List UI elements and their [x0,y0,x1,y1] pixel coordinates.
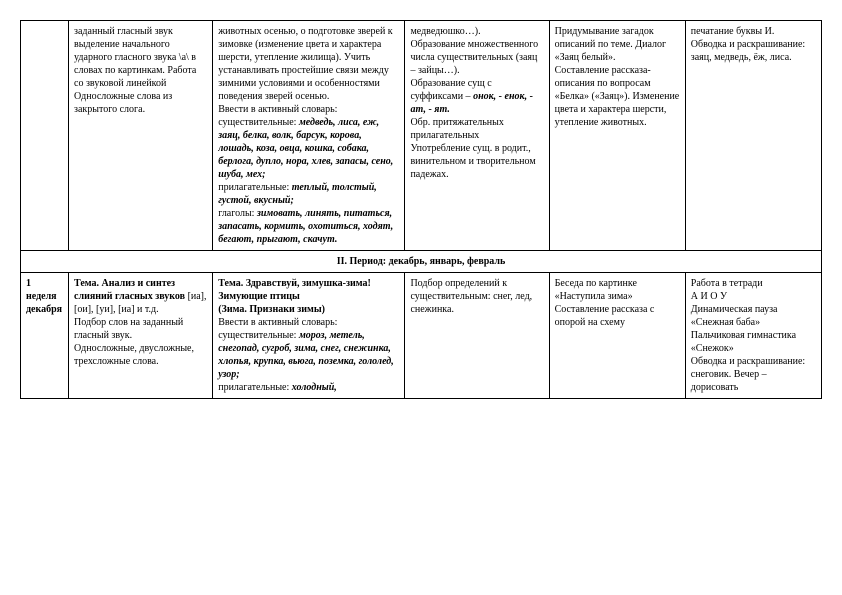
section-row: II. Период: декабрь, январь, февраль [21,251,822,273]
cell-writing: печатание буквы И. Обводка и раскрашиван… [685,21,821,251]
cell-speech: Беседа по картинке «Наступила зима» Сост… [549,273,685,399]
section-header: II. Период: декабрь, январь, февраль [21,251,822,273]
cell-speech: Придумывание загадок описаний по теме. Д… [549,21,685,251]
cell-vocabulary: Тема. Здравствуй, зимушка-зима! Зимующие… [213,273,405,399]
curriculum-table: заданный гласный звук выделение начально… [20,20,822,399]
cell-period: 1 неделя декабря [21,273,69,399]
cell-vocabulary: животных осенью, о подготовке зверей к з… [213,21,405,251]
cell-grammar: медведюшко…). Образование множественного… [405,21,549,251]
cell-phonetics: заданный гласный звук выделение начально… [69,21,213,251]
cell-phonetics: Тема. Анализ и синтез слияний гласных зв… [69,273,213,399]
cell-period [21,21,69,251]
table-row: заданный гласный звук выделение начально… [21,21,822,251]
cell-writing: Работа в тетради А И О У Динамическая па… [685,273,821,399]
table-row: 1 неделя декабря Тема. Анализ и синтез с… [21,273,822,399]
cell-grammar: Подбор определений к существительным: сн… [405,273,549,399]
